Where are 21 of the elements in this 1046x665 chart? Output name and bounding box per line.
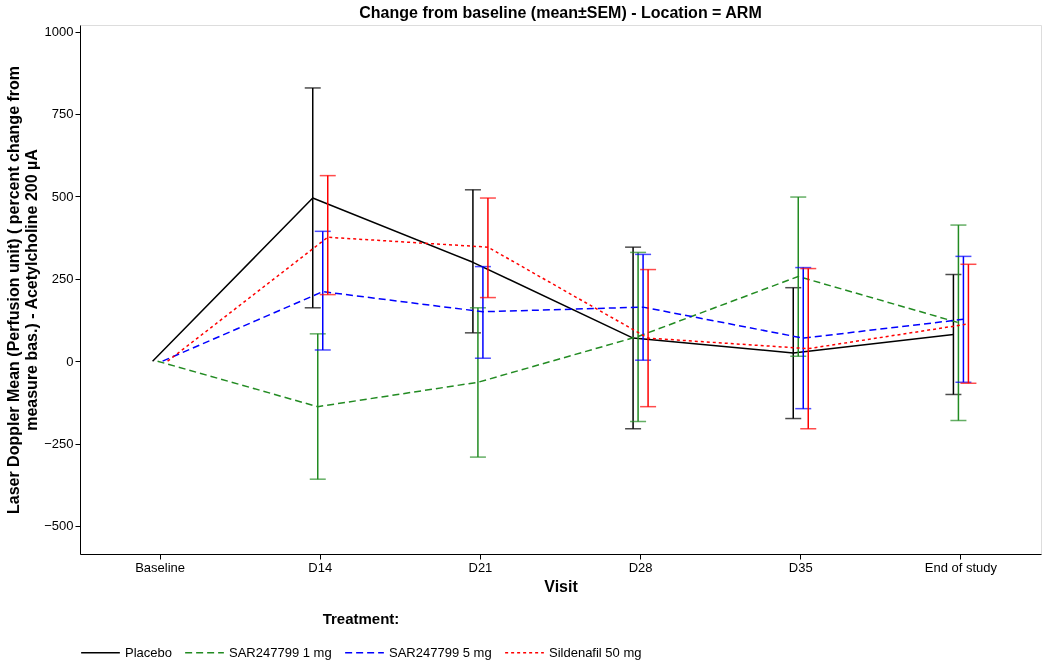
y-tick-label: −500	[44, 518, 74, 534]
y-tick-label: 1000	[44, 24, 74, 40]
y-tick-label: −250	[44, 436, 74, 452]
chart-title: Change from baseline (mean±SEM) - Location = ARM	[359, 4, 762, 21]
y-tick-label: 250	[51, 271, 74, 287]
x-tick-label: End of study	[924, 559, 998, 575]
legend-title: Treatment:	[322, 610, 400, 627]
y-tick-label: 750	[51, 106, 74, 122]
x-tick-label: D35	[788, 559, 813, 575]
y-tick-label: 500	[51, 188, 74, 204]
x-tick-label: D28	[628, 559, 653, 575]
legend-label: Placebo	[125, 644, 172, 660]
x-tick-label: D14	[308, 559, 333, 575]
legend-label: Sildenafil 50 mg	[549, 644, 642, 660]
y-tick-label: 0	[66, 353, 74, 369]
x-tick-label: D21	[468, 559, 493, 575]
x-tick-label: Baseline	[135, 559, 186, 575]
legend-label: SAR247799 5 mg	[389, 644, 492, 660]
legend-label: SAR247799 1 mg	[229, 644, 332, 660]
x-axis-title: Visit	[544, 577, 579, 595]
y-axis-title: Laser Doppler Mean (Perfusion unit) ( percent change from measure bas.) - Acetylcholine 200 µA	[5, 65, 41, 515]
